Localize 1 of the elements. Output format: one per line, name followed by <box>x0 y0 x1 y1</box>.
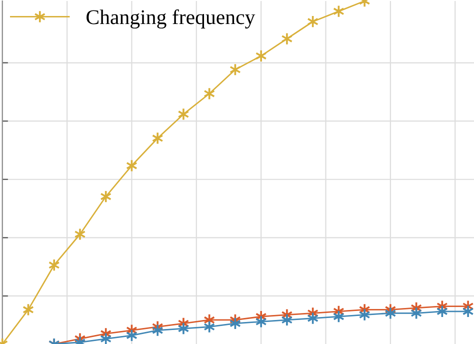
legend-label: Changing frequency <box>86 9 256 29</box>
